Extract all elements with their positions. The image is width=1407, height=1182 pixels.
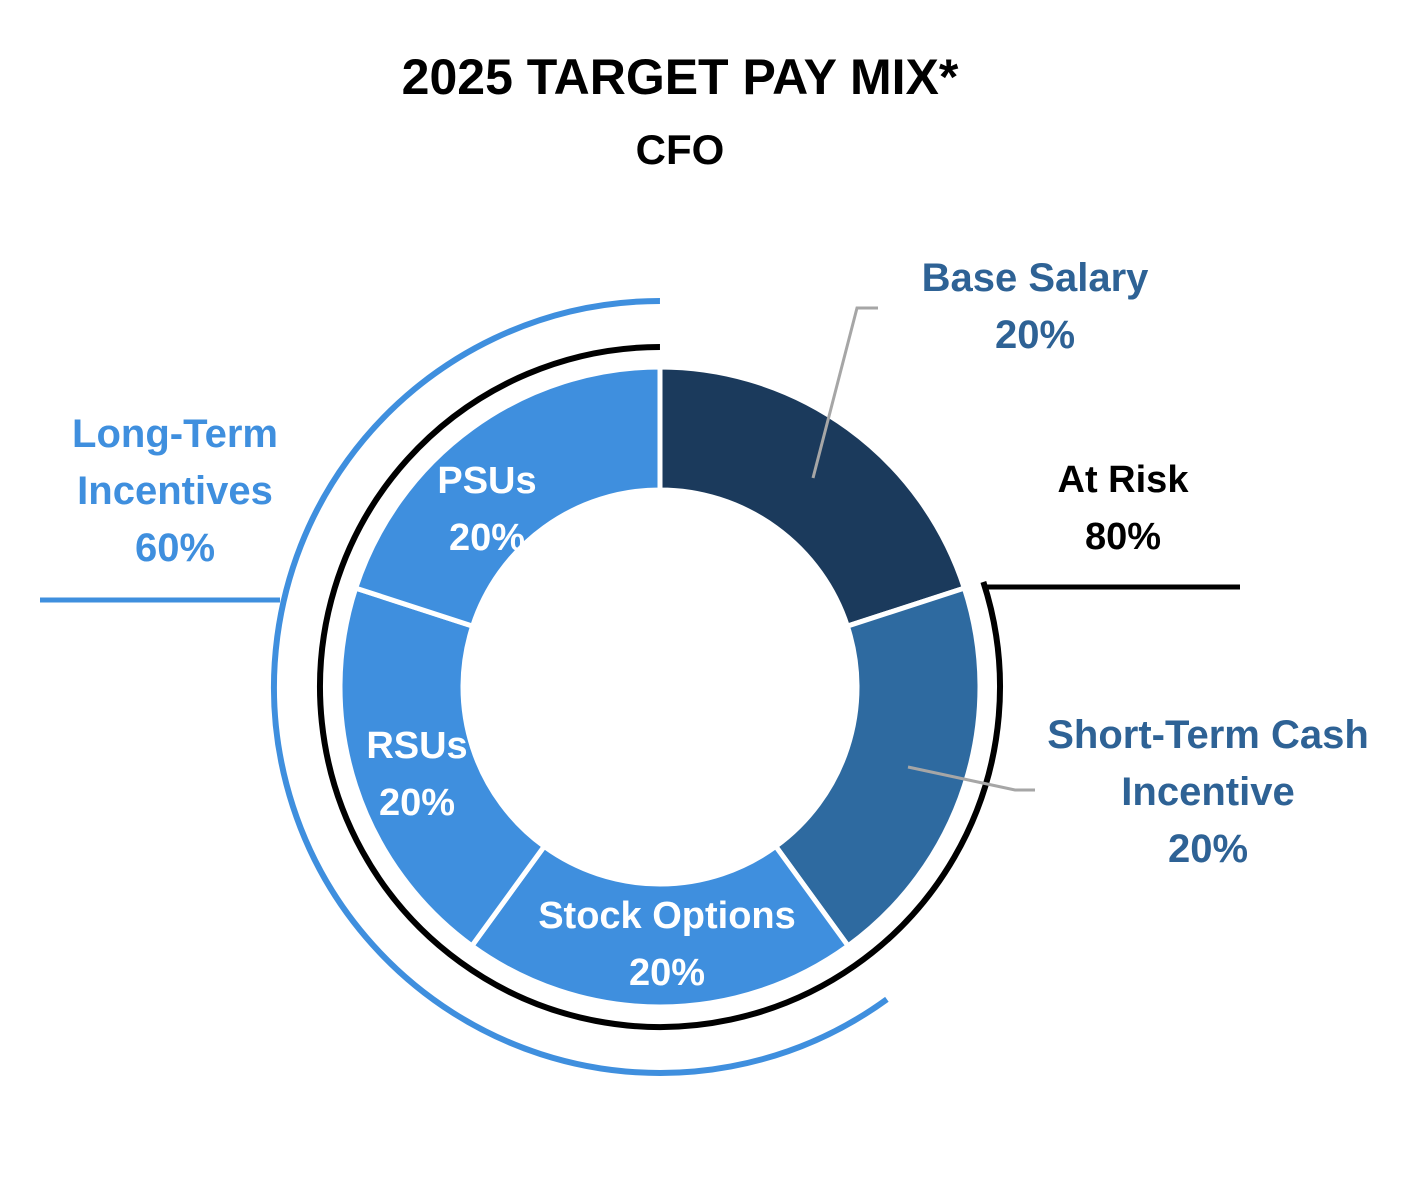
value-label: 20% [448, 517, 526, 559]
value-label: 20% [1167, 827, 1249, 871]
donut-slice [337, 584, 548, 950]
value-label: 20% [994, 313, 1076, 357]
leader-line [811, 306, 878, 479]
category-label: Stock Options [538, 895, 796, 937]
group-label: Long-Term Incentives [72, 412, 278, 513]
group-value-label: 80% [1084, 516, 1162, 558]
group-arc [271, 298, 889, 1076]
category-label: Short-Term Cash Incentive [1047, 713, 1369, 814]
donut-slice [772, 584, 983, 950]
chart-subtitle: CFO [635, 126, 725, 173]
category-label: Base Salary [921, 256, 1149, 300]
group-arc [317, 344, 1003, 1030]
group-value-label: 60% [134, 526, 216, 570]
leader-line [907, 765, 1035, 792]
donut-slice [657, 364, 968, 630]
donut-slice [468, 842, 852, 1010]
category-label: PSUs [437, 460, 537, 502]
chart-title: 2025 TARGET PAY MIX* [401, 49, 959, 105]
value-label: 20% [628, 952, 706, 994]
group-label: At Risk [1057, 459, 1189, 501]
value-label: 20% [378, 782, 456, 824]
category-label: RSUs [366, 725, 468, 767]
donut-slice [352, 364, 663, 630]
